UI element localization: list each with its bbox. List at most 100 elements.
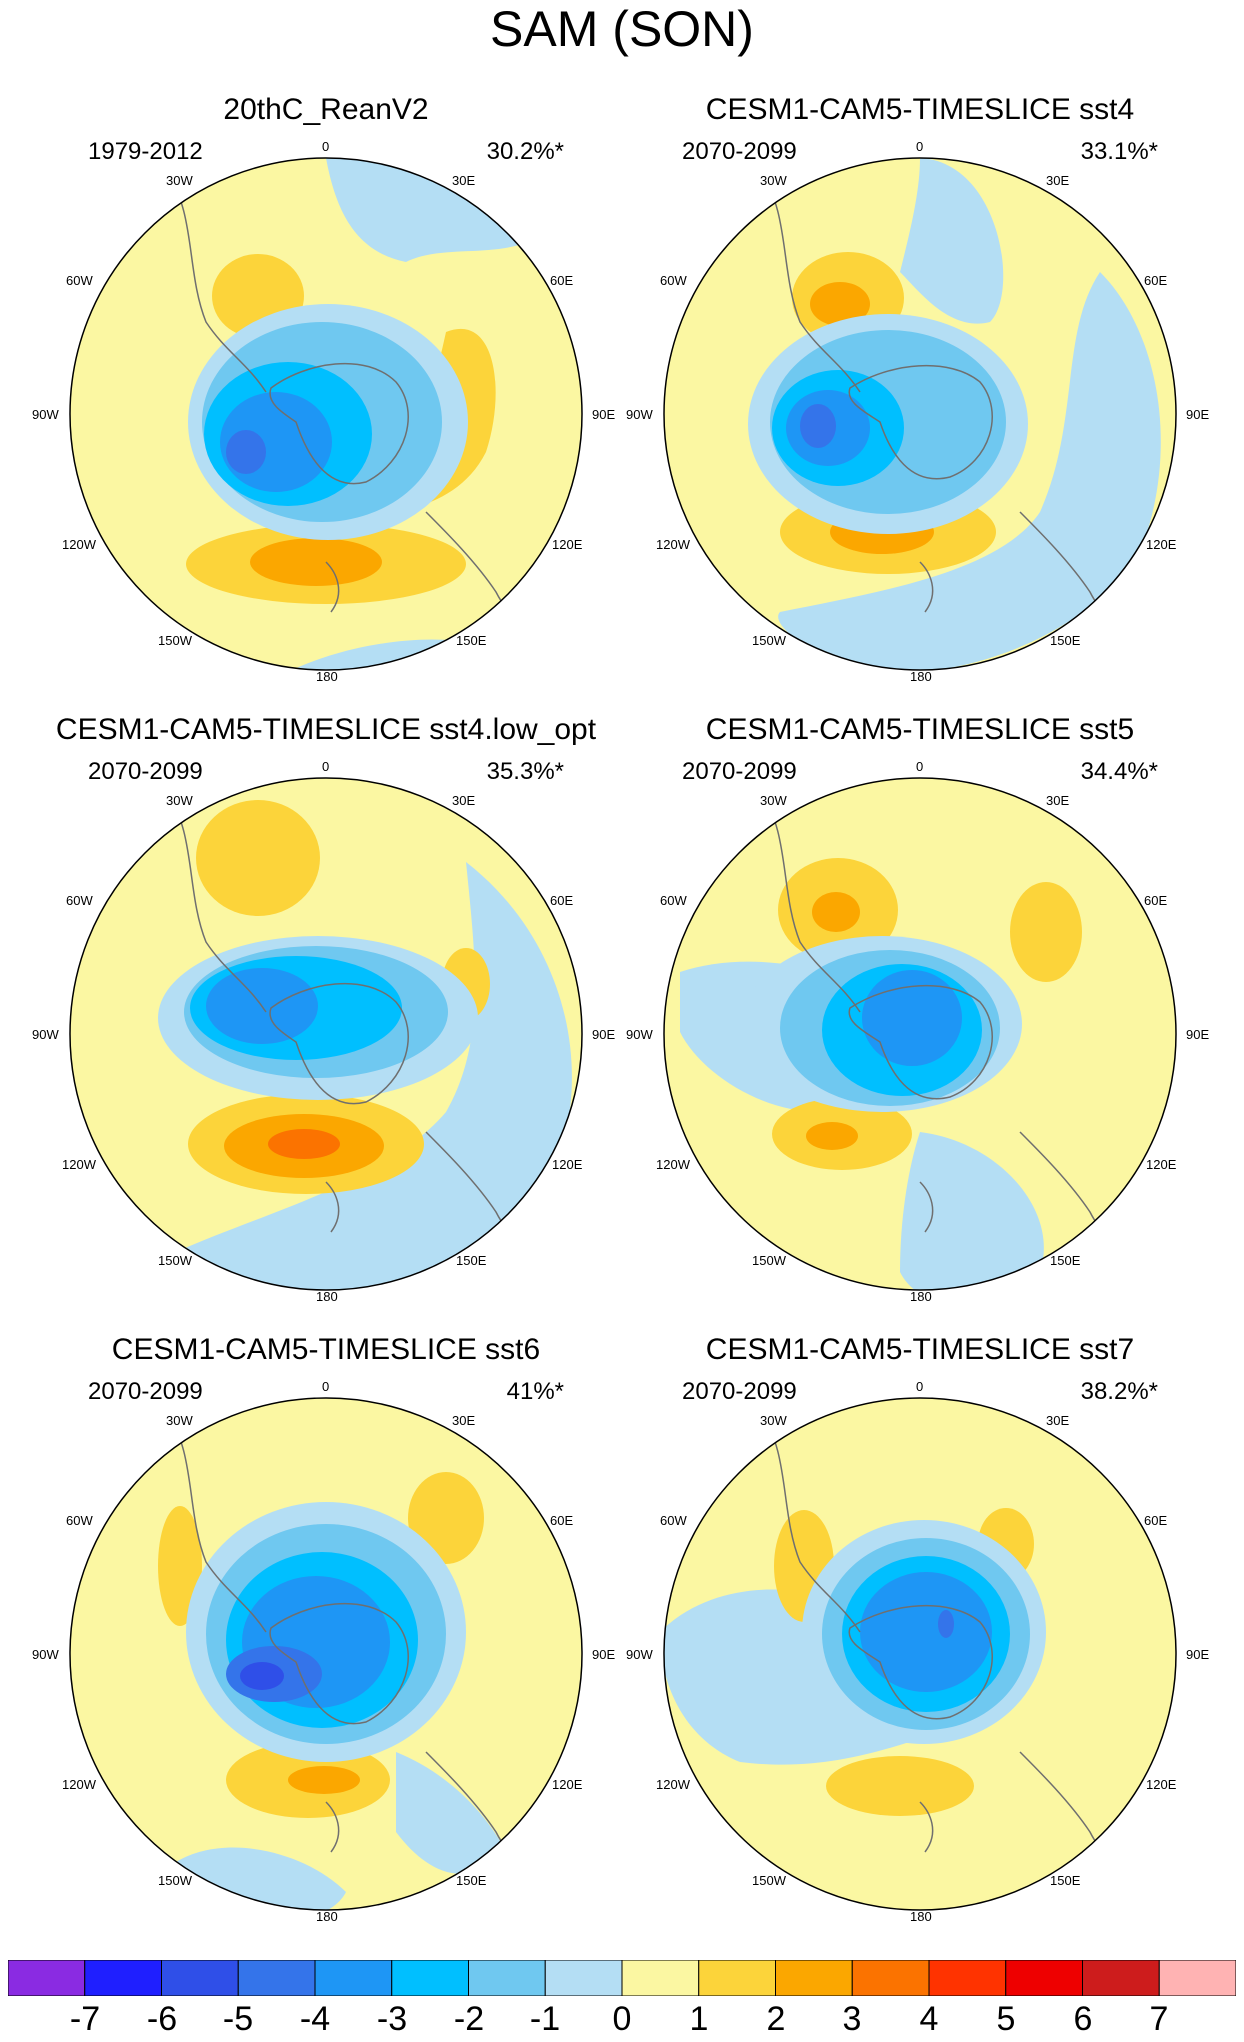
lon-60e: 60E: [1144, 273, 1168, 288]
lon-120e: 120E: [552, 1777, 583, 1792]
lon-180: 180: [316, 1289, 338, 1304]
lon-0: 0: [322, 139, 330, 154]
lon-0: 0: [322, 759, 330, 774]
colorbar-swatch-0: [8, 1960, 86, 1996]
map-panel-1: 20thC_ReanV2 1979-2012 30.2%* 0 30E 60E …: [26, 92, 626, 712]
colorbar-swatch-6: [468, 1960, 546, 1996]
period-label: 2070-2099: [682, 138, 797, 165]
coastline: [269, 982, 409, 1105]
lon-60e: 60E: [1144, 1513, 1168, 1528]
colorbar-swatch-11: [851, 1960, 930, 1996]
lon-60w: 60W: [660, 273, 687, 288]
map-border: [663, 777, 1177, 1291]
positive-anomaly: [826, 1756, 974, 1816]
positive-anomaly: [158, 1506, 202, 1626]
map-panel-5: CESM1-CAM5-TIMESLICE sst6 2070-2099 41%*…: [26, 1332, 626, 1952]
lon-60w: 60W: [66, 273, 93, 288]
colorbar-tick-label: 7: [1149, 2000, 1169, 2038]
lon-120w: 120W: [656, 537, 690, 552]
map-panel-4: CESM1-CAM5-TIMESLICE sst5 2070-2099 34.4…: [620, 712, 1220, 1332]
lon-90w: 90W: [32, 1647, 59, 1662]
negative-anomaly: [938, 1610, 954, 1638]
coastline: [759, 1411, 861, 1633]
lon-90e: 90E: [1186, 407, 1210, 422]
panel-title: CESM1-CAM5-TIMESLICE sst7: [705, 1333, 1135, 1366]
lon-120w: 120W: [62, 537, 96, 552]
lon-30e: 30E: [1046, 1413, 1070, 1428]
lon-30w: 30W: [760, 173, 787, 188]
lon-150e: 150E: [456, 1253, 487, 1268]
colorbar-tick-label: 2: [766, 2000, 786, 2038]
positive-anomaly: [812, 892, 860, 932]
colorbar-tick-label: -1: [529, 2000, 561, 2038]
lon-60w: 60W: [660, 1513, 687, 1528]
lon-120w: 120W: [656, 1157, 690, 1172]
map-panel-6: CESM1-CAM5-TIMESLICE sst7 2070-2099 38.2…: [620, 1332, 1220, 1952]
colorbar-swatch-2: [161, 1960, 239, 1996]
lon-150w: 150W: [158, 1873, 192, 1888]
coastline: [759, 171, 861, 393]
coastline: [759, 791, 861, 1013]
lon-180: 180: [910, 1909, 932, 1924]
colorbar-tick-label: -6: [146, 2000, 178, 2038]
lon-150e: 150E: [1050, 1873, 1081, 1888]
lon-90w: 90W: [32, 407, 59, 422]
coastline: [919, 561, 934, 613]
lon-60w: 60W: [66, 893, 93, 908]
colorbar-tick-label: 3: [842, 2000, 862, 2038]
negative-anomaly: [396, 1752, 506, 1874]
panel-title: CESM1-CAM5-TIMESLICE sst5: [705, 713, 1135, 746]
coastline: [325, 561, 340, 613]
figure-title: SAM (SON): [490, 1, 754, 57]
positive-anomaly: [196, 800, 320, 916]
lon-180: 180: [316, 669, 338, 684]
lon-150w: 150W: [752, 1873, 786, 1888]
lon-120e: 120E: [1146, 1777, 1177, 1792]
lon-150w: 150W: [752, 1253, 786, 1268]
lon-150e: 150E: [1050, 633, 1081, 648]
lon-180: 180: [316, 1909, 338, 1924]
map-border: [69, 777, 583, 1291]
panel-title: 20thC_ReanV2: [223, 93, 429, 126]
coastline: [165, 171, 267, 393]
positive-anomaly: [1010, 882, 1082, 982]
lon-150e: 150E: [456, 633, 487, 648]
lon-90e: 90E: [1186, 1027, 1210, 1042]
colorbar: [8, 1960, 1236, 1996]
lon-150e: 150E: [456, 1873, 487, 1888]
positive-anomaly: [408, 1472, 484, 1564]
lon-120e: 120E: [552, 537, 583, 552]
polar-map: [69, 1397, 583, 1911]
negative-anomaly: [860, 1572, 992, 1692]
lon-90e: 90E: [1186, 1647, 1210, 1662]
lon-30e: 30E: [452, 1413, 476, 1428]
variance-label: 38.2%*: [1080, 1378, 1158, 1405]
lon-60e: 60E: [1144, 893, 1168, 908]
lon-30e: 30E: [452, 793, 476, 808]
lon-60w: 60W: [660, 893, 687, 908]
lon-30e: 30E: [1046, 173, 1070, 188]
lon-90w: 90W: [626, 1027, 653, 1042]
polar-map: [69, 777, 583, 1291]
positive-anomaly: [806, 1122, 858, 1150]
lon-120w: 120W: [62, 1777, 96, 1792]
lon-60e: 60E: [550, 273, 574, 288]
colorbar-swatch-10: [775, 1960, 853, 1996]
coastline: [165, 1411, 267, 1633]
negative-anomaly: [900, 158, 1004, 324]
negative-anomaly: [240, 1662, 284, 1690]
variance-label: 33.1%*: [1080, 138, 1158, 165]
period-label: 1979-2012: [88, 138, 203, 165]
lon-120w: 120W: [656, 1777, 690, 1792]
period-label: 2070-2099: [88, 1378, 203, 1405]
colorbar-swatch-3: [237, 1960, 316, 1996]
polar-map: [69, 157, 583, 671]
positive-anomaly: [250, 538, 382, 586]
lon-150w: 150W: [158, 1253, 192, 1268]
colorbar-tick-label: -7: [69, 2000, 101, 2038]
lon-60e: 60E: [550, 893, 574, 908]
lon-60e: 60E: [550, 1513, 574, 1528]
colorbar-swatches: [8, 1960, 1236, 1996]
map-border: [663, 157, 1177, 671]
negative-anomaly: [176, 862, 572, 1290]
